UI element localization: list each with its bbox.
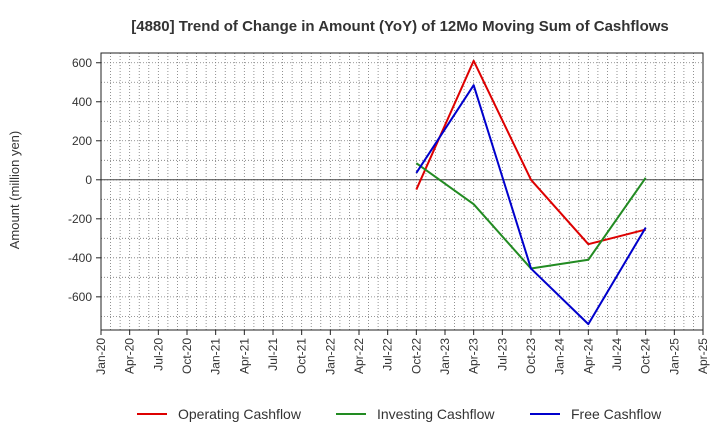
x-tick-label: Oct-23	[524, 338, 538, 374]
chart-title: [4880] Trend of Change in Amount (YoY) o…	[131, 18, 669, 35]
x-tick-label: Apr-21	[237, 338, 251, 374]
legend: Operating Cashflow Investing Cashflow Free…	[137, 406, 662, 422]
x-tick-label: Apr-25	[696, 338, 710, 374]
x-tick-label: Apr-24	[581, 338, 595, 374]
x-tick-label: Jul-22	[381, 338, 395, 371]
legend-label-free-cashflow: Free Cashflow	[571, 406, 662, 422]
y-tick-label: -200	[68, 212, 92, 226]
y-tick-label: -400	[68, 251, 92, 265]
plot-area: 600 400 200 0 -200 -400 -600 Jan-20 Apr-20 Jul-20…	[68, 52, 710, 375]
x-tick-label: Apr-23	[467, 338, 481, 374]
y-tick-label: -600	[68, 290, 92, 304]
legend-label-investing-cashflow: Investing Cashflow	[377, 406, 495, 422]
x-tick-label: Jan-21	[209, 338, 223, 375]
y-tick-label: 600	[72, 56, 92, 70]
y-tick-label: 200	[72, 134, 92, 148]
x-tick-label: Jan-23	[438, 338, 452, 375]
y-tick-label: 400	[72, 95, 92, 109]
x-tick-label: Oct-20	[180, 338, 194, 374]
plot-background	[101, 53, 703, 330]
y-axis-label: Amount (million yen)	[7, 131, 22, 250]
x-tick-label: Oct-21	[295, 338, 309, 374]
operating-cashflow-line	[415, 59, 646, 246]
x-tick-label: Jul-24	[610, 338, 624, 371]
y-tick-label: 0	[85, 173, 92, 187]
free-cashflow-line	[415, 84, 647, 326]
x-tick-label: Oct-24	[639, 338, 653, 374]
x-tick-label: Apr-22	[352, 338, 366, 374]
x-tick-label: Jan-22	[323, 338, 337, 375]
plot-frame	[100, 52, 704, 331]
x-tick-label: Jan-20	[94, 338, 108, 375]
legend-label-operating-cashflow: Operating Cashflow	[178, 406, 302, 422]
x-tick-label: Jul-20	[151, 338, 165, 371]
x-tick-label: Oct-22	[409, 338, 423, 374]
x-tick-label: Apr-20	[123, 338, 137, 374]
x-tick-label: Jul-21	[266, 338, 280, 371]
x-tick-label: Jul-23	[495, 338, 509, 371]
x-tick-label: Jan-25	[667, 338, 681, 375]
x-tick-label: Jan-24	[553, 338, 567, 375]
